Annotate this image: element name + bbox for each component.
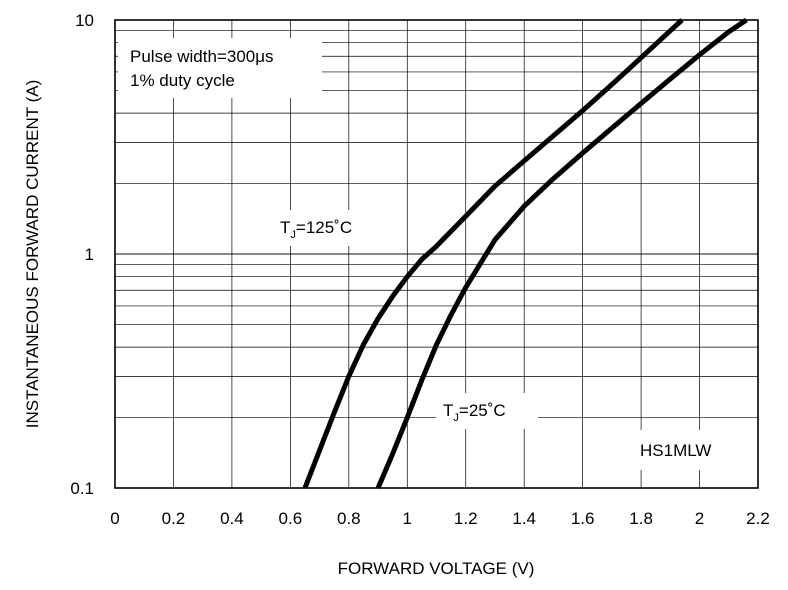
tj25-label: TJ=25˚C	[443, 401, 506, 424]
x-tick-label: 0.6	[279, 509, 303, 528]
y-tick-label: 0.1	[70, 479, 94, 498]
x-axis-label: FORWARD VOLTAGE (V)	[338, 559, 535, 578]
tj125-annotation-box	[272, 210, 390, 246]
tj25-annotation-box	[436, 393, 538, 429]
x-tick-label: 2.2	[746, 509, 770, 528]
tj125-label: TJ=125˚C	[280, 218, 352, 241]
part-number-label: HS1MLW	[640, 441, 711, 460]
y-tick-label: 1	[85, 245, 94, 264]
x-tick-label: 1.8	[629, 509, 653, 528]
x-tick-label: 1	[403, 509, 412, 528]
part-number-box	[626, 430, 744, 470]
pulse-width-annotation: Pulse width=300μs	[130, 47, 274, 66]
duty-cycle-annotation: 1% duty cycle	[130, 71, 235, 90]
plot-frame	[114, 19, 759, 489]
x-tick-label: 0.4	[220, 509, 244, 528]
pulse-annotation-box	[118, 38, 322, 98]
x-tick-label: 1.4	[512, 509, 536, 528]
y-axis-label: INSTANTANEOUS FORWARD CURRENT (A)	[23, 80, 42, 429]
x-tick-label: 0.2	[162, 509, 186, 528]
x-tick-labels: 0 0.2 0.4 0.6 0.8 1 1.2 1.4 1.6 1.8 2 2.2	[110, 509, 770, 528]
x-tick-label: 1.6	[571, 509, 595, 528]
x-tick-label: 2	[695, 509, 704, 528]
x-tick-label: 0.8	[337, 509, 361, 528]
series-line-tj125	[302, 18, 684, 489]
x-tick-label: 1.2	[454, 509, 478, 528]
y-tick-labels: 0.1 1 10	[70, 11, 94, 498]
curves	[302, 17, 748, 489]
x-tick-label: 0	[110, 509, 119, 528]
series-line-tj25	[375, 17, 748, 489]
y-tick-label: 10	[75, 11, 94, 30]
